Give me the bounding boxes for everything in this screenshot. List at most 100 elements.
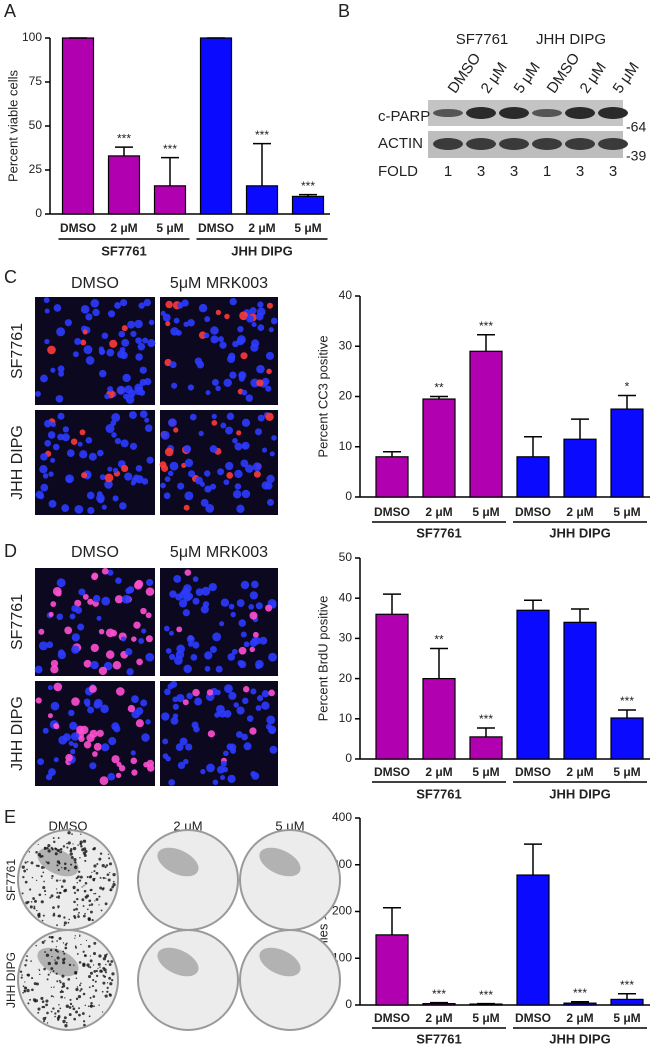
cell-dot	[109, 339, 118, 348]
cell-dot	[64, 319, 72, 327]
cell-dot	[265, 351, 275, 360]
cell-dot	[47, 345, 56, 355]
colony-dot	[46, 1022, 49, 1024]
bar	[245, 185, 279, 215]
colony-dot	[102, 876, 106, 880]
cell-dot	[35, 390, 41, 397]
cell-dot	[98, 346, 105, 352]
bar	[375, 934, 409, 1006]
colony-dot	[69, 964, 72, 966]
cell-dot	[246, 315, 254, 323]
cell-dot	[50, 367, 56, 373]
cell-dot	[229, 297, 237, 306]
cell-dot	[210, 335, 219, 344]
cell-dot	[53, 682, 63, 692]
cell-dot	[238, 660, 247, 669]
cell-dot	[204, 485, 212, 493]
colony-dot	[44, 893, 47, 896]
cell-dot	[237, 335, 246, 345]
colony-dot	[57, 895, 61, 898]
cell-dot	[185, 743, 193, 751]
cell-dot	[50, 659, 59, 668]
colony-dot	[81, 1012, 85, 1015]
colony-dot	[62, 958, 66, 962]
cell-dot	[127, 320, 136, 329]
colony-dot	[33, 899, 37, 903]
cell-dot	[211, 378, 219, 386]
colony-dot	[63, 1016, 67, 1020]
colony-dot	[31, 977, 34, 980]
cell-dot	[110, 420, 117, 426]
cell-dot	[269, 745, 278, 754]
colony-dot	[24, 981, 26, 983]
colony-dot	[70, 847, 73, 851]
cell-dot	[183, 594, 191, 602]
y-tick-label: 30	[339, 338, 353, 352]
colony-dot	[75, 977, 78, 979]
colony-dot	[81, 898, 85, 902]
cell-dot	[175, 743, 184, 752]
colony-dot	[86, 876, 89, 879]
cell-dot	[251, 637, 258, 644]
colony-dot	[41, 865, 44, 869]
cell-dot	[145, 587, 155, 596]
plate-smudge	[157, 947, 199, 977]
cell-dot	[268, 327, 274, 333]
colony-dot	[47, 849, 51, 853]
cell-dot	[271, 435, 277, 441]
colony-dot	[41, 919, 44, 922]
colony-dot	[88, 899, 92, 903]
colony-dot	[69, 1002, 73, 1006]
cell-dot	[65, 474, 74, 484]
colony-dot	[67, 977, 71, 981]
cell-dot	[141, 478, 149, 485]
cell-dot	[165, 321, 171, 327]
cell-dot	[235, 731, 243, 738]
bar	[610, 998, 644, 1006]
cell-dot	[182, 609, 190, 617]
colony-dot	[50, 986, 52, 988]
cell-dot	[101, 596, 111, 606]
colony-dot	[74, 935, 76, 937]
cell-dot	[216, 704, 225, 714]
cell-dot	[205, 503, 215, 513]
cell-dot	[57, 365, 65, 373]
colony-dot	[78, 961, 82, 964]
cell-dot	[195, 476, 203, 485]
colony-dot	[49, 948, 53, 952]
cell-dot	[56, 327, 66, 337]
x-tick-label: DMSO	[515, 505, 551, 519]
cell-dot	[193, 725, 200, 733]
cell-dot	[184, 569, 192, 576]
cell-dot	[74, 338, 82, 346]
colony-dot	[58, 936, 62, 940]
cell-dot	[249, 611, 258, 620]
group-label: SF7761	[416, 786, 462, 801]
colony-dot	[58, 979, 61, 982]
colony-dot	[94, 892, 97, 895]
colony-dot	[83, 1023, 86, 1027]
y-tick-label: 0	[345, 751, 352, 765]
bar	[107, 155, 141, 215]
cell-dot	[104, 480, 113, 489]
colony-dot	[29, 888, 32, 891]
colony-dot	[88, 904, 91, 907]
cell-dot	[77, 623, 85, 631]
cell-dot	[66, 449, 75, 457]
colony-dot	[80, 988, 83, 991]
colony-dot	[93, 870, 96, 873]
colony-dot	[109, 872, 111, 874]
lane-label: DMSO	[445, 50, 485, 97]
cell-dot	[127, 586, 134, 594]
band	[499, 138, 529, 150]
cell-dot	[195, 588, 204, 596]
cell-dot	[133, 621, 141, 629]
colony-dot	[82, 851, 87, 855]
cell-dot	[52, 586, 62, 596]
colony-dot	[104, 902, 108, 906]
colony-dot	[82, 914, 86, 918]
cell-dot	[183, 584, 192, 593]
x-tick-label: 2 μM	[425, 505, 452, 519]
cell-dot	[242, 697, 249, 705]
cell-dot	[42, 473, 49, 479]
